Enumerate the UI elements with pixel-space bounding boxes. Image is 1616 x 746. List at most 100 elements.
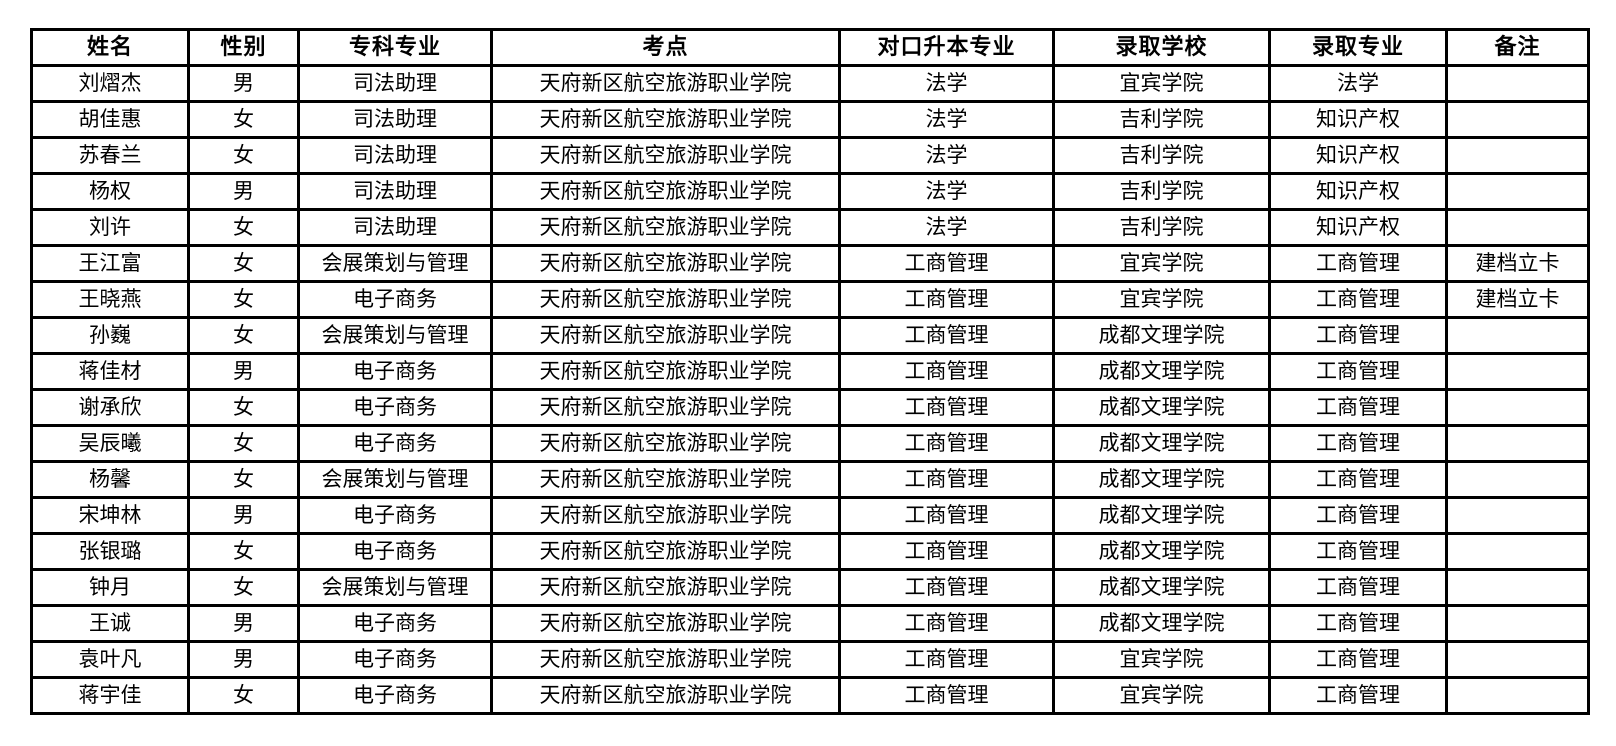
- cell-college-major: 会展策划与管理: [297, 244, 493, 283]
- cell-target-major: 工商管理: [838, 568, 1055, 607]
- cell-target-major: 法学: [838, 172, 1055, 211]
- cell-exam-site: 天府新区航空旅游职业学院: [490, 604, 841, 643]
- cell-exam-site: 天府新区航空旅游职业学院: [490, 496, 841, 535]
- cell-admitted-school: 宜宾学院: [1052, 280, 1271, 319]
- cell-college-major: 司法助理: [297, 64, 493, 103]
- cell-remark: [1445, 208, 1590, 247]
- cell-admitted-school: 宜宾学院: [1052, 640, 1271, 679]
- cell-name: 袁叶凡: [30, 640, 190, 679]
- cell-college-major: 会展策划与管理: [297, 568, 493, 607]
- cell-remark: [1445, 532, 1590, 571]
- cell-exam-site: 天府新区航空旅游职业学院: [490, 316, 841, 355]
- cell-admitted-school: 宜宾学院: [1052, 676, 1271, 715]
- table-row: 谢承欣女电子商务 天府新区航空旅游职业学院 工商管理 成都文理学院 工商管理: [30, 388, 1590, 427]
- cell-admitted-major: 工商管理: [1268, 316, 1448, 355]
- table-row: 钟月女会展策划与管理 天府新区航空旅游职业学院 工商管理 成都文理学院 工商管理: [30, 568, 1590, 607]
- header-exam-site: 考点: [490, 28, 841, 67]
- cell-admitted-major: 知识产权: [1268, 172, 1448, 211]
- cell-college-major: 会展策划与管理: [297, 316, 493, 355]
- cell-exam-site: 天府新区航空旅游职业学院: [490, 172, 841, 211]
- table-row: 王诚男电子商务 天府新区航空旅游职业学院 工商管理 成都文理学院 工商管理: [30, 604, 1590, 643]
- cell-gender: 女: [187, 280, 300, 319]
- cell-name: 王江富: [30, 244, 190, 283]
- header-college-major: 专科专业: [297, 28, 493, 67]
- cell-gender: 女: [187, 460, 300, 499]
- table-row: 蒋佳材男电子商务 天府新区航空旅游职业学院 工商管理 成都文理学院 工商管理: [30, 352, 1590, 391]
- cell-college-major: 电子商务: [297, 352, 493, 391]
- cell-college-major: 会展策划与管理: [297, 460, 493, 499]
- cell-college-major: 电子商务: [297, 532, 493, 571]
- cell-remark: [1445, 424, 1590, 463]
- table-row: 王晓燕女电子商务 天府新区航空旅游职业学院 工商管理 宜宾学院 工商管理 建档立卡: [30, 280, 1590, 319]
- table-row: 吴辰曦女电子商务 天府新区航空旅游职业学院 工商管理 成都文理学院 工商管理: [30, 424, 1590, 463]
- cell-admitted-major: 法学: [1268, 64, 1448, 103]
- cell-admitted-major: 工商管理: [1268, 424, 1448, 463]
- cell-remark: [1445, 352, 1590, 391]
- cell-admitted-school: 吉利学院: [1052, 100, 1271, 139]
- cell-admitted-school: 吉利学院: [1052, 136, 1271, 175]
- cell-gender: 女: [187, 244, 300, 283]
- table-row: 蒋宇佳女电子商务 天府新区航空旅游职业学院 工商管理 宜宾学院 工商管理: [30, 676, 1590, 715]
- cell-admitted-school: 成都文理学院: [1052, 532, 1271, 571]
- cell-gender: 女: [187, 532, 300, 571]
- cell-college-major: 电子商务: [297, 604, 493, 643]
- cell-college-major: 司法助理: [297, 208, 493, 247]
- cell-gender: 女: [187, 676, 300, 715]
- cell-target-major: 工商管理: [838, 496, 1055, 535]
- cell-admitted-major: 工商管理: [1268, 604, 1448, 643]
- cell-exam-site: 天府新区航空旅游职业学院: [490, 388, 841, 427]
- cell-target-major: 工商管理: [838, 676, 1055, 715]
- cell-college-major: 司法助理: [297, 100, 493, 139]
- cell-exam-site: 天府新区航空旅游职业学院: [490, 352, 841, 391]
- cell-admitted-school: 成都文理学院: [1052, 388, 1271, 427]
- cell-gender: 女: [187, 208, 300, 247]
- cell-admitted-school: 成都文理学院: [1052, 352, 1271, 391]
- cell-name: 王诚: [30, 604, 190, 643]
- cell-admitted-major: 工商管理: [1268, 568, 1448, 607]
- cell-name: 蒋宇佳: [30, 676, 190, 715]
- cell-gender: 女: [187, 424, 300, 463]
- cell-exam-site: 天府新区航空旅游职业学院: [490, 424, 841, 463]
- table-row: 杨权男司法助理 天府新区航空旅游职业学院 法学 吉利学院 知识产权: [30, 172, 1590, 211]
- cell-name: 宋坤林: [30, 496, 190, 535]
- cell-college-major: 电子商务: [297, 496, 493, 535]
- cell-target-major: 法学: [838, 136, 1055, 175]
- cell-remark: [1445, 136, 1590, 175]
- cell-gender: 女: [187, 100, 300, 139]
- header-admitted-school: 录取学校: [1052, 28, 1271, 67]
- cell-name: 钟月: [30, 568, 190, 607]
- cell-admitted-school: 宜宾学院: [1052, 64, 1271, 103]
- cell-college-major: 电子商务: [297, 280, 493, 319]
- cell-college-major: 司法助理: [297, 136, 493, 175]
- cell-name: 刘许: [30, 208, 190, 247]
- cell-remark: 建档立卡: [1445, 280, 1590, 319]
- table-row: 杨馨女会展策划与管理 天府新区航空旅游职业学院 工商管理 成都文理学院 工商管理: [30, 460, 1590, 499]
- cell-target-major: 工商管理: [838, 316, 1055, 355]
- cell-remark: [1445, 100, 1590, 139]
- header-gender: 性别: [187, 28, 300, 67]
- cell-admitted-major: 工商管理: [1268, 532, 1448, 571]
- cell-admitted-school: 成都文理学院: [1052, 316, 1271, 355]
- cell-target-major: 工商管理: [838, 244, 1055, 283]
- cell-admitted-school: 成都文理学院: [1052, 568, 1271, 607]
- header-target-major: 对口升本专业: [838, 28, 1055, 67]
- cell-admitted-school: 成都文理学院: [1052, 604, 1271, 643]
- cell-gender: 男: [187, 352, 300, 391]
- cell-admitted-major: 工商管理: [1268, 388, 1448, 427]
- cell-remark: [1445, 568, 1590, 607]
- cell-target-major: 工商管理: [838, 460, 1055, 499]
- cell-target-major: 工商管理: [838, 352, 1055, 391]
- cell-target-major: 工商管理: [838, 424, 1055, 463]
- cell-exam-site: 天府新区航空旅游职业学院: [490, 64, 841, 103]
- header-admitted-major: 录取专业: [1268, 28, 1448, 67]
- cell-admitted-major: 工商管理: [1268, 352, 1448, 391]
- cell-admitted-major: 知识产权: [1268, 100, 1448, 139]
- cell-target-major: 法学: [838, 64, 1055, 103]
- cell-exam-site: 天府新区航空旅游职业学院: [490, 532, 841, 571]
- cell-exam-site: 天府新区航空旅游职业学院: [490, 208, 841, 247]
- table-row: 袁叶凡男电子商务 天府新区航空旅游职业学院 工商管理 宜宾学院 工商管理: [30, 640, 1590, 679]
- cell-remark: [1445, 604, 1590, 643]
- cell-gender: 女: [187, 388, 300, 427]
- cell-college-major: 电子商务: [297, 640, 493, 679]
